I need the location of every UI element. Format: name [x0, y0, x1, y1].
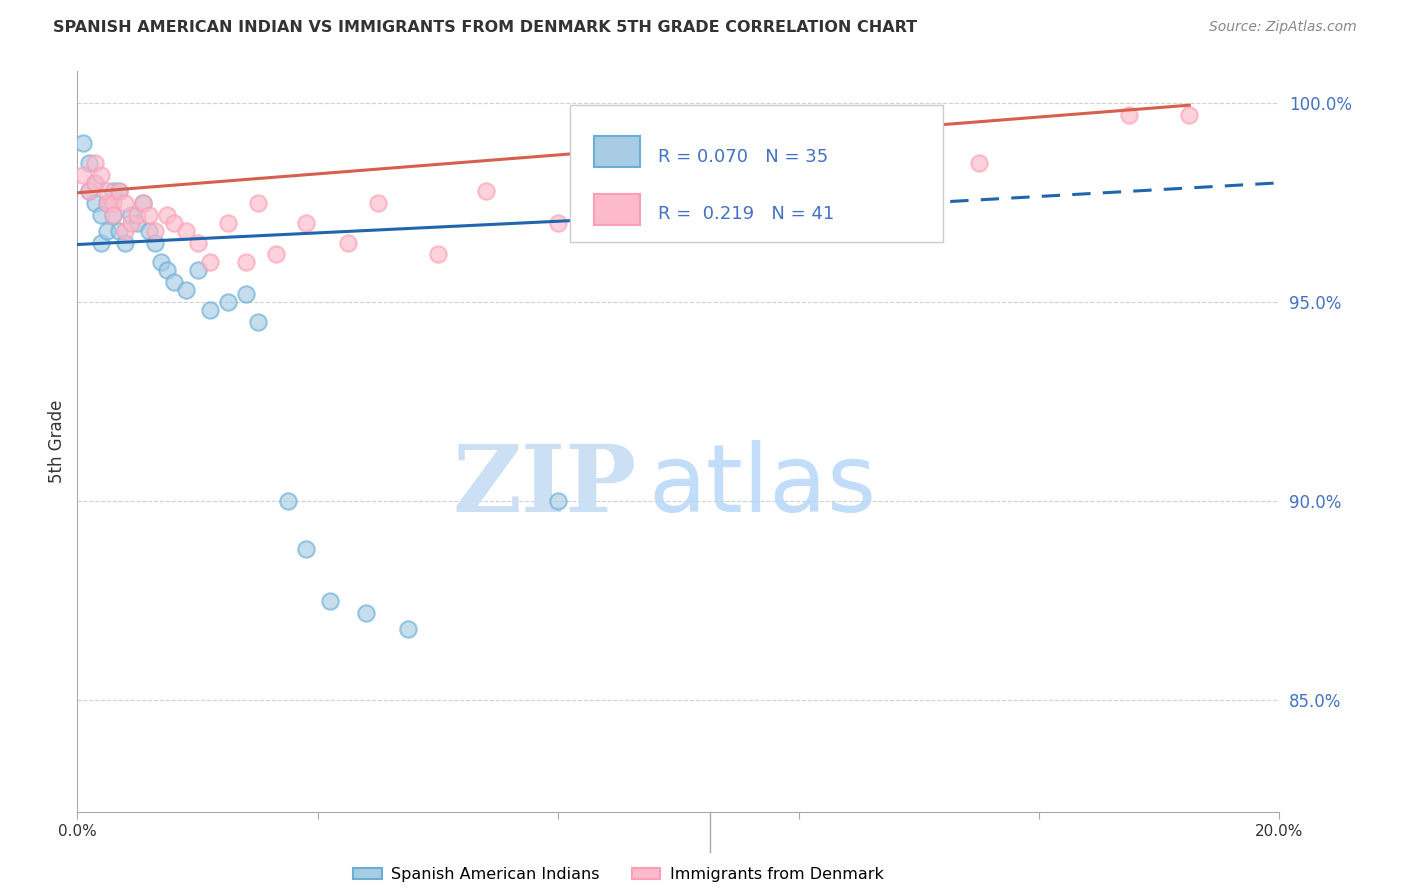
Y-axis label: 5th Grade: 5th Grade — [48, 400, 66, 483]
Point — [96, 195, 118, 210]
Point — [198, 303, 221, 318]
Point — [174, 223, 197, 237]
Text: R =  0.219   N = 41: R = 0.219 N = 41 — [658, 205, 834, 223]
Point — [127, 208, 149, 222]
Point — [547, 216, 569, 230]
Point — [120, 216, 142, 230]
FancyBboxPatch shape — [595, 194, 640, 225]
Point — [427, 247, 450, 261]
Point — [108, 184, 131, 198]
Legend: Spanish American Indians, Immigrants from Denmark: Spanish American Indians, Immigrants fro… — [346, 861, 890, 888]
Point — [235, 255, 257, 269]
Point — [354, 606, 377, 620]
Point — [114, 195, 136, 210]
Point — [787, 156, 810, 170]
Point — [294, 216, 316, 230]
Point — [108, 184, 131, 198]
Point — [103, 208, 125, 222]
Point — [84, 176, 107, 190]
Point — [138, 208, 160, 222]
Point — [908, 176, 931, 190]
Point — [294, 541, 316, 556]
Point — [217, 295, 239, 310]
Point — [108, 223, 131, 237]
Point — [162, 276, 184, 290]
Point — [319, 593, 342, 607]
Point — [156, 263, 179, 277]
Point — [96, 195, 118, 210]
Point — [186, 263, 209, 277]
Point — [145, 223, 167, 237]
Point — [103, 184, 125, 198]
Point — [103, 208, 125, 222]
Point — [186, 235, 209, 250]
Point — [90, 235, 112, 250]
Point — [120, 208, 142, 222]
Point — [96, 223, 118, 237]
Point — [90, 168, 112, 182]
Point — [848, 176, 870, 190]
Point — [277, 494, 299, 508]
Point — [72, 136, 94, 150]
Text: R = 0.070   N = 35: R = 0.070 N = 35 — [658, 148, 828, 166]
Text: ZIP: ZIP — [453, 441, 637, 531]
Text: Source: ZipAtlas.com: Source: ZipAtlas.com — [1209, 20, 1357, 34]
Point — [264, 247, 287, 261]
Point — [396, 622, 419, 636]
Point — [162, 216, 184, 230]
Point — [475, 184, 498, 198]
Point — [848, 195, 870, 210]
Point — [668, 164, 690, 178]
Point — [132, 195, 155, 210]
Point — [138, 223, 160, 237]
Point — [132, 195, 155, 210]
Point — [84, 195, 107, 210]
Point — [72, 168, 94, 182]
Point — [547, 494, 569, 508]
Point — [90, 208, 112, 222]
Point — [145, 235, 167, 250]
Point — [336, 235, 359, 250]
Point — [96, 184, 118, 198]
Point — [114, 235, 136, 250]
Point — [1118, 108, 1140, 122]
Point — [79, 184, 101, 198]
Point — [79, 156, 101, 170]
Point — [84, 176, 107, 190]
Point — [150, 255, 173, 269]
Point — [103, 195, 125, 210]
Point — [246, 315, 269, 329]
Point — [1178, 108, 1201, 122]
Point — [198, 255, 221, 269]
Point — [127, 216, 149, 230]
Point — [156, 208, 179, 222]
Point — [607, 208, 630, 222]
Point — [367, 195, 389, 210]
Point — [174, 283, 197, 297]
Point — [217, 216, 239, 230]
FancyBboxPatch shape — [571, 104, 943, 242]
Text: atlas: atlas — [648, 440, 876, 532]
Point — [727, 184, 749, 198]
Point — [235, 287, 257, 301]
Point — [967, 156, 990, 170]
Point — [114, 223, 136, 237]
Point — [246, 195, 269, 210]
FancyBboxPatch shape — [595, 136, 640, 167]
Text: SPANISH AMERICAN INDIAN VS IMMIGRANTS FROM DENMARK 5TH GRADE CORRELATION CHART: SPANISH AMERICAN INDIAN VS IMMIGRANTS FR… — [53, 20, 918, 35]
Point — [84, 156, 107, 170]
Point — [79, 184, 101, 198]
